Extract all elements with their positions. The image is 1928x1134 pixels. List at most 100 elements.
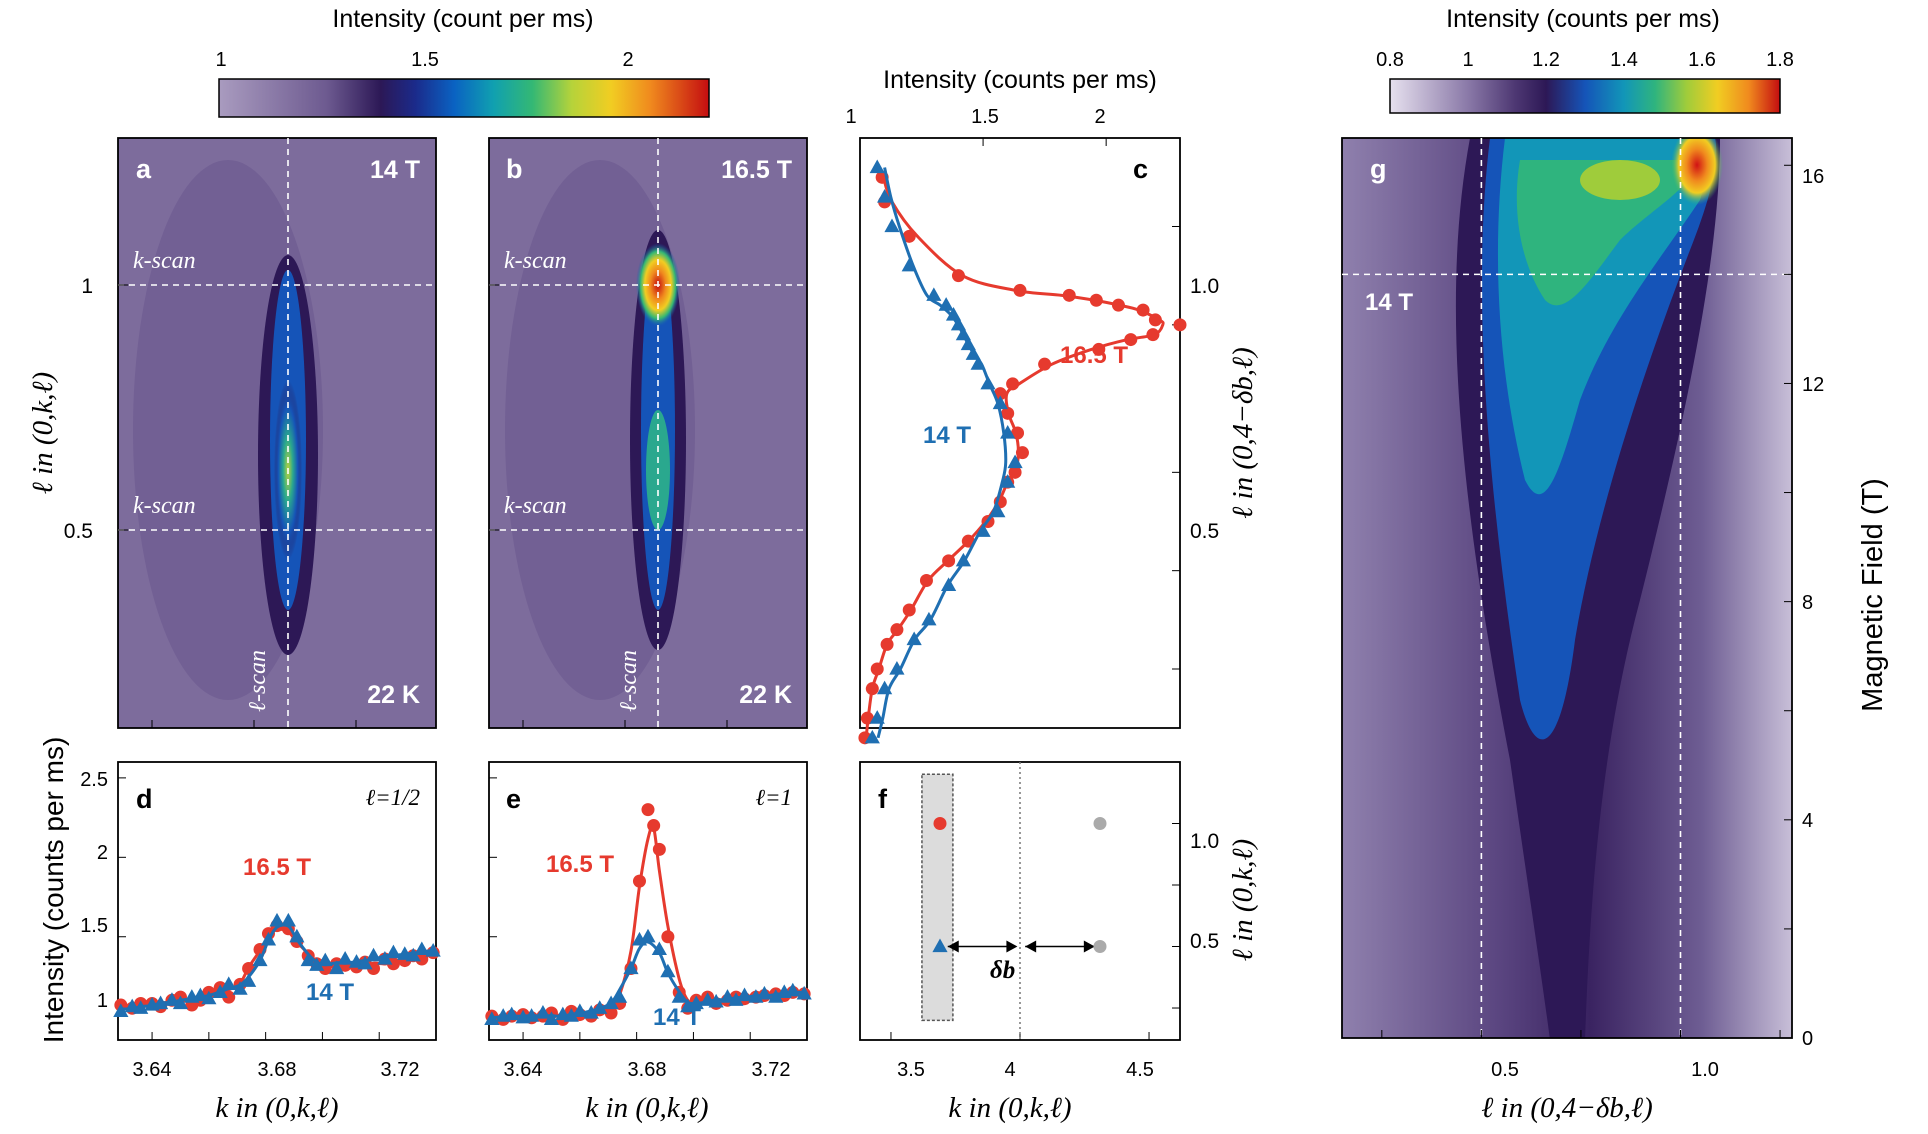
panel-e-xtick-label: 3.68 <box>628 1059 667 1081</box>
panel-e-xtick-label: 3.72 <box>752 1059 791 1081</box>
colorbar-2-tick: 1.8 <box>1766 49 1794 71</box>
panel-c-red-point <box>1092 342 1106 356</box>
panel-c-blue-point <box>945 307 962 321</box>
panel-f-xtick-label: 4 <box>1004 1059 1015 1081</box>
panel-c-red-point <box>860 711 874 725</box>
panel-d-annotation: ℓ=1/2 <box>366 785 421 810</box>
panel-c-xtick-label: 1 <box>845 106 856 128</box>
panel-c-red-point <box>1148 313 1162 327</box>
panel-g-marks <box>1342 138 1792 1039</box>
panel-e-blue-point <box>612 989 628 1003</box>
panel-e-red-point <box>632 874 646 888</box>
panel-c-red-series-label: 16.5 T <box>1060 342 1128 369</box>
panel-d-blue-point <box>317 952 333 967</box>
panel-g: g 14 T 0.5 1.0 ℓ in (0,4−δb,ℓ) 0 4 8 12 … <box>1341 137 1889 1124</box>
panel-f-xlabel: k in (0,k,ℓ) <box>948 1092 1071 1124</box>
panel-e-blue-point <box>563 1008 579 1022</box>
panel-f-arrowhead <box>1083 940 1095 953</box>
panel-e-blue-point <box>651 941 667 956</box>
panel-g-yellow-region <box>1580 160 1660 200</box>
panel-e-blue-point <box>728 992 744 1006</box>
panel-c-red-fit-line <box>864 176 1165 738</box>
panel-c-blue-point <box>869 710 885 724</box>
colorbar-2-gradient <box>1389 78 1781 114</box>
colorbar-1-tick: 1 <box>215 49 226 71</box>
panel-c-blue-point <box>906 631 922 646</box>
panel-f-ytick-label: 0.5 <box>1190 930 1219 953</box>
panel-c-marks <box>858 138 1187 745</box>
panel-c-red-point <box>1015 446 1029 460</box>
panel-d-xtick-label: 3.72 <box>381 1059 420 1081</box>
panel-e-blue-point <box>543 1011 560 1025</box>
panel-e-blue-point <box>756 985 773 1000</box>
panel-c-blue-point <box>1000 425 1016 439</box>
panel-c-blue-point <box>975 523 991 537</box>
panel-e-blue-point <box>535 1004 551 1019</box>
panel-d-blue-point <box>365 947 382 962</box>
colorbar-2-tick: 1.2 <box>1532 49 1560 71</box>
panel-d-red-series-label: 16.5 T <box>243 854 311 881</box>
panel-d-xtick-label: 3.68 <box>258 1059 297 1081</box>
panel-d-blue-point <box>152 995 169 1010</box>
panel-g-xtick-label: 0.5 <box>1491 1059 1519 1081</box>
panel-c-red-point <box>1173 318 1187 332</box>
panel-b-temperature: 22 K <box>739 681 792 709</box>
panel-e: e ℓ=1 16.5 T 14 T 3.64 3.68 3.72 k in (0… <box>484 761 812 1124</box>
panel-c-blue-point <box>864 729 880 744</box>
panel-a-temperature: 22 K <box>367 681 420 709</box>
panel-g-frame <box>1341 137 1793 1039</box>
panel-e-blue-point <box>484 1011 500 1025</box>
panel-c-red-point <box>1006 377 1020 391</box>
panel-c-red-point <box>902 603 916 617</box>
panel-c-blue-point <box>889 661 905 675</box>
panel-c-blue-point <box>877 189 893 203</box>
panel-c-blue-point <box>869 159 885 174</box>
panel-d-xlabel: k in (0,k,ℓ) <box>215 1092 338 1124</box>
panel-f-marks <box>890 762 1180 1040</box>
panel-e-blue-point <box>796 985 812 1000</box>
panel-d-blue-point <box>133 1000 149 1014</box>
panel-f-xtick-label: 3.5 <box>897 1059 925 1081</box>
panel-c-red-point <box>1146 328 1160 342</box>
colorbar-2-tick: 0.8 <box>1376 49 1404 71</box>
panel-c-red-point <box>1136 303 1150 317</box>
panel-b-lscan-label: ℓ-scan <box>616 650 642 712</box>
panel-a-kscan-label: k-scan <box>133 248 196 274</box>
panel-d-blue-point <box>172 995 189 1010</box>
panel-c-blue-point <box>960 336 976 351</box>
panel-c-red-point <box>880 637 894 651</box>
panel-c-red-point <box>1111 298 1125 312</box>
panel-d-blue-point <box>357 955 373 970</box>
panel-a-kscan-label: k-scan <box>133 493 196 519</box>
colorbar-2-tick: 1.4 <box>1610 49 1638 71</box>
panel-g-ytick-label: 4 <box>1802 810 1813 832</box>
panel-a-field: 14 T <box>370 156 420 184</box>
panel-f: f δb 3.5 4 4.5 k in (0,k,ℓ) 1.0 0.5 ℓ in… <box>859 761 1259 1124</box>
panel-c-blue-point <box>884 218 900 233</box>
panel-d-blue-point <box>212 984 228 998</box>
colorbar-2: Intensity (counts per ms) 0.8 1 1.2 1.4 … <box>1376 5 1794 114</box>
panel-e-blue-point <box>768 989 784 1003</box>
panel-e-blue-point <box>572 1003 588 1018</box>
panel-c-blue-point <box>941 577 957 592</box>
panel-c-blue-point <box>955 326 971 341</box>
panel-b-field: 16.5 T <box>721 156 792 184</box>
panel-f-delta-label: δb <box>990 957 1015 984</box>
colorbar-1-title: Intensity (count per ms) <box>332 5 593 33</box>
colorbar-1: Intensity (count per ms) 1 1.5 2 <box>215 5 710 118</box>
panel-e-red-series-label: 16.5 T <box>546 851 614 878</box>
panel-d-blue-point <box>337 950 353 965</box>
panel-e-blue-point <box>583 1004 599 1019</box>
colorbar-2-tick: 1.6 <box>1688 49 1716 71</box>
panel-e-blue-point <box>623 960 639 975</box>
panel-e-blue-series-label: 14 T <box>653 1004 701 1031</box>
panel-f-label: f <box>878 784 888 814</box>
panel-e-annotation: ℓ=1 <box>755 785 792 810</box>
panel-d-blue-point <box>289 928 305 943</box>
panel-d-blue-point <box>300 952 316 967</box>
panel-g-ytick-label: 8 <box>1802 592 1813 614</box>
panel-a: a 14 T 22 K k-scan k-scan ℓ-scan 1 0.5 ℓ… <box>27 137 437 729</box>
panel-b-label: b <box>506 154 523 184</box>
panel-d-blue-point <box>329 960 345 975</box>
